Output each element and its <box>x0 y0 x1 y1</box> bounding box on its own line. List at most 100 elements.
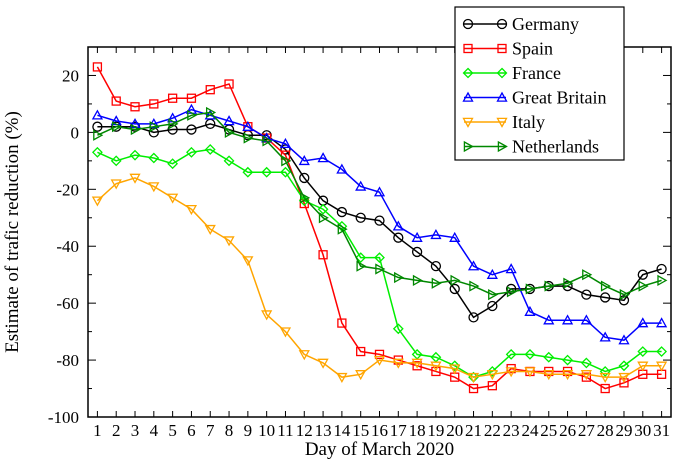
data-point-spain <box>205 85 215 95</box>
data-point-france <box>486 366 498 377</box>
y-tick-label: -100 <box>48 408 79 427</box>
data-point-netherlands <box>205 106 217 119</box>
data-point-italy <box>524 367 536 378</box>
data-point-italy <box>373 355 386 366</box>
legend-marker-germany <box>462 18 474 30</box>
data-point-netherlands <box>168 118 179 130</box>
x-tick-label: 22 <box>484 421 501 440</box>
y-tick-label: 0 <box>71 123 80 142</box>
data-point-france <box>637 346 649 357</box>
data-point-germany <box>562 280 573 292</box>
x-tick-label: 27 <box>578 421 596 440</box>
data-point-great-britain <box>637 317 649 328</box>
data-point-france <box>543 351 555 363</box>
data-point-germany <box>355 212 366 223</box>
x-tick-label: 25 <box>540 421 557 440</box>
data-point-netherlands <box>187 109 198 121</box>
y-axis-label: Estimate of trafic reduction (%) <box>2 111 23 353</box>
legend-label-germany: Germany <box>512 14 579 34</box>
data-point-great-britain <box>580 314 592 325</box>
x-tick-label: 26 <box>559 421 576 440</box>
data-point-france <box>355 252 367 264</box>
data-point-spain <box>337 318 347 328</box>
data-point-germany <box>618 295 630 306</box>
x-axis-label: Day of March 2020 <box>305 439 454 460</box>
data-point-italy <box>148 182 160 193</box>
data-point-germany <box>280 144 291 155</box>
data-point-netherlands <box>600 280 612 292</box>
x-tick-label: 31 <box>653 421 670 440</box>
data-point-italy <box>355 370 367 381</box>
legend: Germany Spain France Great Britain Italy Neth… <box>454 6 625 161</box>
legend-label-netherlands: Netherlands <box>512 137 599 157</box>
data-point-italy <box>129 173 141 184</box>
x-tick-label: 15 <box>352 421 369 440</box>
legend-marker-spain <box>463 43 473 54</box>
data-point-italy <box>204 224 216 235</box>
y-tick-label: -60 <box>56 294 79 313</box>
data-point-germany <box>336 206 348 218</box>
data-point-great-britain <box>242 120 254 131</box>
x-tick-label: 24 <box>521 421 539 440</box>
legend-marker-france <box>462 67 474 79</box>
data-point-great-britain <box>543 314 555 325</box>
legend-box <box>454 6 625 161</box>
data-point-italy <box>543 370 555 381</box>
data-point-great-britain <box>317 152 329 163</box>
data-point-italy <box>411 358 423 369</box>
data-point-france <box>656 346 668 357</box>
data-point-great-britain <box>411 231 423 242</box>
series-group <box>91 62 668 394</box>
data-point-germany <box>449 283 460 295</box>
legend-marker-france <box>496 67 508 79</box>
data-point-france <box>562 354 573 366</box>
data-point-great-britain <box>618 334 630 345</box>
data-point-france <box>449 360 461 372</box>
data-point-italy <box>561 370 574 381</box>
data-point-italy <box>298 350 310 361</box>
data-point-france <box>505 348 517 360</box>
data-point-italy <box>599 372 611 383</box>
x-tick-label: 1 <box>93 421 102 440</box>
x-tick-label: 13 <box>315 421 332 440</box>
y-tick-label: -20 <box>56 180 79 199</box>
legend-marker-netherlands <box>463 140 474 153</box>
data-point-great-britain <box>355 180 367 191</box>
data-point-great-britain <box>373 186 386 197</box>
data-point-great-britain <box>524 305 536 316</box>
data-point-italy <box>486 370 498 381</box>
axis-ticks: 1 2 3 4 5 6 7 8 9 10 11 12 13 14 15 16 17 18 19 20 21 22 23 24 2… <box>48 47 671 440</box>
data-point-france <box>148 152 160 164</box>
data-point-italy <box>185 204 198 216</box>
data-point-spain <box>149 99 159 109</box>
data-point-spain <box>600 383 610 394</box>
legend-marker-great-britain <box>496 91 508 102</box>
data-point-netherlands <box>93 129 104 141</box>
data-point-france <box>204 144 216 155</box>
x-tick-label: 16 <box>371 421 388 440</box>
data-point-great-britain <box>392 220 404 231</box>
data-point-italy <box>637 361 649 372</box>
data-point-spain <box>431 366 441 377</box>
data-point-germany <box>600 292 611 303</box>
x-tick-label: 3 <box>131 421 140 440</box>
data-point-france <box>129 149 141 161</box>
data-point-netherlands <box>375 263 386 275</box>
data-point-germany <box>393 232 404 243</box>
data-point-netherlands <box>318 212 329 224</box>
data-point-italy <box>618 372 630 383</box>
data-point-netherlands <box>111 121 123 133</box>
data-point-france <box>110 155 122 167</box>
data-point-netherlands <box>224 126 235 138</box>
legend-label-italy: Italy <box>512 112 545 132</box>
data-point-great-britain <box>298 155 310 166</box>
legend-marker-italy <box>462 117 474 128</box>
data-point-italy <box>655 361 668 372</box>
data-point-netherlands <box>394 271 405 284</box>
x-tick-label: 30 <box>634 421 651 440</box>
data-point-netherlands <box>130 123 141 136</box>
series-line-france <box>97 148 662 378</box>
data-point-spain <box>581 372 592 382</box>
data-point-france <box>317 203 329 215</box>
x-tick-label: 23 <box>503 421 520 440</box>
